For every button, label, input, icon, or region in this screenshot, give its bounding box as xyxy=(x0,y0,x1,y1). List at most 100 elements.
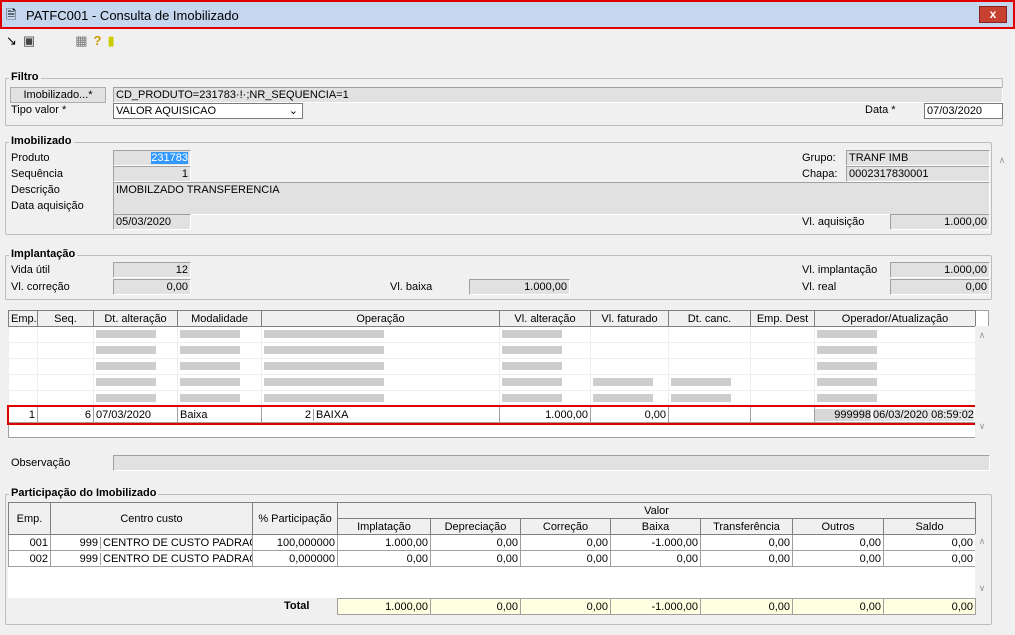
grid-cell: 1 xyxy=(8,406,38,423)
blurred-row xyxy=(8,374,976,391)
blurred-cell xyxy=(261,374,500,391)
blurred-cell xyxy=(750,342,815,359)
column-header[interactable]: Seq. xyxy=(37,310,94,327)
column-header[interactable]: Operação xyxy=(261,310,500,327)
vl-aquisicao-label: Vl. aquisição xyxy=(802,216,865,228)
blurred-cell xyxy=(177,326,262,343)
participacao-row[interactable]: 002 999 CENTRO DE CUSTO PADRAO 0,000000 0,00… xyxy=(8,550,977,567)
blurred-cell xyxy=(177,390,262,407)
cell: 002 xyxy=(8,550,51,567)
close-button[interactable]: x xyxy=(979,6,1007,23)
scroll-down-icon[interactable]: ∨ xyxy=(978,583,986,593)
blurred-cell xyxy=(177,358,262,375)
operacao-name: BAIXA xyxy=(316,408,349,421)
data-field[interactable]: 07/03/2020 xyxy=(924,103,1003,119)
column-header[interactable]: Vl. faturado xyxy=(590,310,669,327)
column-header[interactable]: Vl. alteração xyxy=(499,310,591,327)
blurred-row xyxy=(8,342,976,359)
blurred-cell xyxy=(750,326,815,343)
help-icon[interactable]: ? xyxy=(93,33,102,48)
blurred-cell xyxy=(37,390,94,407)
cell: 0,00 xyxy=(882,550,977,567)
selected-row[interactable]: 1 6 07/03/2020 Baixa 2 BAIXA 1.000,00 0,00 99999… xyxy=(6,404,978,425)
imobilizado-button[interactable]: Imobilizado...* xyxy=(10,87,106,103)
observacao-field[interactable] xyxy=(113,455,990,471)
vl-real-label: Vl. real xyxy=(802,281,837,293)
column-header-emp: Emp. xyxy=(8,502,51,535)
imobilizado-field[interactable]: CD_PRODUTO=231783·!·;NR_SEQUENCIA=1 xyxy=(113,87,1003,103)
scrollbar[interactable]: ∧ xyxy=(995,150,1009,616)
column-header: Outros xyxy=(792,518,884,535)
vl-correcao-field[interactable]: 0,00 xyxy=(113,279,191,295)
column-header[interactable]: Emp. xyxy=(8,310,38,327)
scroll-down-icon[interactable]: ∨ xyxy=(978,421,986,431)
tipo-valor-value: VALOR AQUISICAO xyxy=(116,105,217,117)
blurred-cell xyxy=(499,390,591,407)
blurred-cell xyxy=(93,326,178,343)
document-icon: 🗎 xyxy=(6,7,17,22)
grid-cell xyxy=(750,406,815,423)
blurred-cell xyxy=(668,326,751,343)
total-cell: 0,00 xyxy=(883,598,976,615)
total-cell: 0,00 xyxy=(700,598,793,615)
blurred-cell xyxy=(261,326,500,343)
cell: 1.000,00 xyxy=(337,534,431,551)
blurred-cell xyxy=(499,326,591,343)
total-cell: 0,00 xyxy=(430,598,521,615)
chapa-label: Chapa: xyxy=(802,168,838,180)
column-header[interactable]: Modalidade xyxy=(177,310,262,327)
grid-cell: 1.000,00 xyxy=(499,406,591,423)
sequencia-label: Sequência xyxy=(11,168,63,180)
column-header[interactable]: Dt. canc. xyxy=(668,310,751,327)
sequencia-field[interactable]: 1 xyxy=(113,166,191,182)
chapa-field[interactable]: 0002317830001 xyxy=(846,166,990,182)
blurred-cell xyxy=(590,326,669,343)
produto-value: 231783 xyxy=(151,152,188,164)
grid-scrollbar[interactable]: ∧ ∨ xyxy=(975,326,989,438)
scroll-up-icon[interactable]: ∧ xyxy=(998,155,1006,165)
vl-aquisicao-field[interactable]: 1.000,00 xyxy=(890,214,990,230)
blurred-cell xyxy=(8,342,38,359)
grid-cell: 07/03/2020 xyxy=(93,406,178,423)
grupo-field[interactable]: TRANF IMB xyxy=(846,150,990,166)
scroll-up-icon[interactable]: ∧ xyxy=(978,330,986,340)
operacao-code: 2 xyxy=(263,408,314,421)
produto-field[interactable]: 231783 xyxy=(113,150,191,166)
window-title: PATFC001 - Consulta de Imobilizado xyxy=(26,8,239,23)
copy-icon[interactable]: ▣ xyxy=(22,33,36,48)
column-header: Saldo xyxy=(882,518,977,535)
data-label: Data * xyxy=(865,104,896,116)
vida-util-field[interactable]: 12 xyxy=(113,262,191,278)
blurred-row xyxy=(8,390,976,407)
grid-icon[interactable]: ▦ xyxy=(75,33,88,48)
descricao-field[interactable]: IMOBILZADO TRANSFERENCIA xyxy=(113,182,990,215)
total-cell: -1.000,00 xyxy=(610,598,701,615)
cell: 0,00 xyxy=(430,550,521,567)
blurred-cell xyxy=(177,374,262,391)
centro-name: CENTRO DE CUSTO PADRAO xyxy=(103,552,253,565)
total-cell: 1.000,00 xyxy=(337,598,431,615)
toolbar: ↘ ▣ ▦ ? ▮ xyxy=(6,33,115,49)
total-label: Total xyxy=(284,600,310,612)
data-aquisicao-field[interactable]: 05/03/2020 xyxy=(113,214,191,230)
participacao-scrollbar[interactable]: ∧ ∨ xyxy=(975,534,989,598)
imobilizado-legend: Imobilizado xyxy=(9,135,74,147)
blurred-row xyxy=(8,326,976,343)
vl-real-field[interactable]: 0,00 xyxy=(890,279,990,295)
vl-implantacao-field[interactable]: 1.000,00 xyxy=(890,262,990,278)
column-header[interactable]: Dt. alteração xyxy=(93,310,178,327)
blurred-cell xyxy=(668,342,751,359)
observacao-label: Observação xyxy=(11,457,71,469)
participacao-row[interactable]: 001 999 CENTRO DE CUSTO PADRAO 100,000000 1.… xyxy=(8,534,977,551)
scroll-up-icon[interactable]: ∧ xyxy=(978,536,986,546)
vl-baixa-label: Vl. baixa xyxy=(390,281,433,293)
column-header[interactable]: Operador/Atualização xyxy=(814,310,976,327)
descricao-label: Descrição xyxy=(11,184,60,196)
export-icon[interactable]: ↘ xyxy=(6,33,17,48)
participacao-legend: Participação do Imobilizado xyxy=(9,487,159,499)
exit-icon[interactable]: ▮ xyxy=(107,33,115,48)
tipo-valor-select[interactable]: VALOR AQUISICAO ⌄ xyxy=(113,103,303,119)
blurred-cell xyxy=(261,390,500,407)
column-header[interactable]: Emp. Dest xyxy=(750,310,815,327)
vl-baixa-field[interactable]: 1.000,00 xyxy=(469,279,570,295)
